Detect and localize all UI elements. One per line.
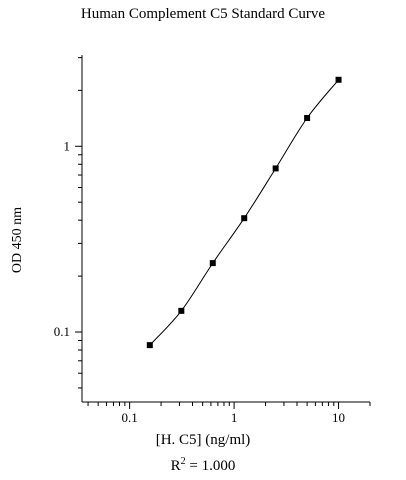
chart-title: Human Complement C5 Standard Curve <box>80 6 326 22</box>
data-point <box>209 260 216 267</box>
y-axis-label: OD 450 nm <box>10 206 25 274</box>
data-point <box>335 76 342 83</box>
data-point <box>241 215 248 222</box>
curve <box>149 79 339 346</box>
data-point <box>178 307 185 314</box>
x-tick-label: 1 <box>231 410 238 425</box>
data-point <box>146 342 153 349</box>
axes <box>81 55 370 403</box>
r-squared-prefix: R <box>170 458 181 474</box>
r-squared-annotation: R2 = 1.000 <box>0 456 406 475</box>
y-tick-label: 0.1 <box>54 324 70 339</box>
data-point <box>304 114 311 121</box>
data-point <box>272 165 279 172</box>
x-tick-label: 0.1 <box>122 410 138 425</box>
r-squared-superscript: 2 <box>180 456 186 467</box>
ticks: 0.1 1 10 0.1 1 <box>54 57 371 425</box>
y-tick-label: 1 <box>64 138 71 153</box>
x-axis-label: [H. C5] (ng/ml) <box>155 432 251 448</box>
x-tick-label: 10 <box>332 410 345 425</box>
fit-curve <box>149 79 339 346</box>
r-squared-value: = 1.000 <box>185 458 236 474</box>
points <box>146 76 342 349</box>
